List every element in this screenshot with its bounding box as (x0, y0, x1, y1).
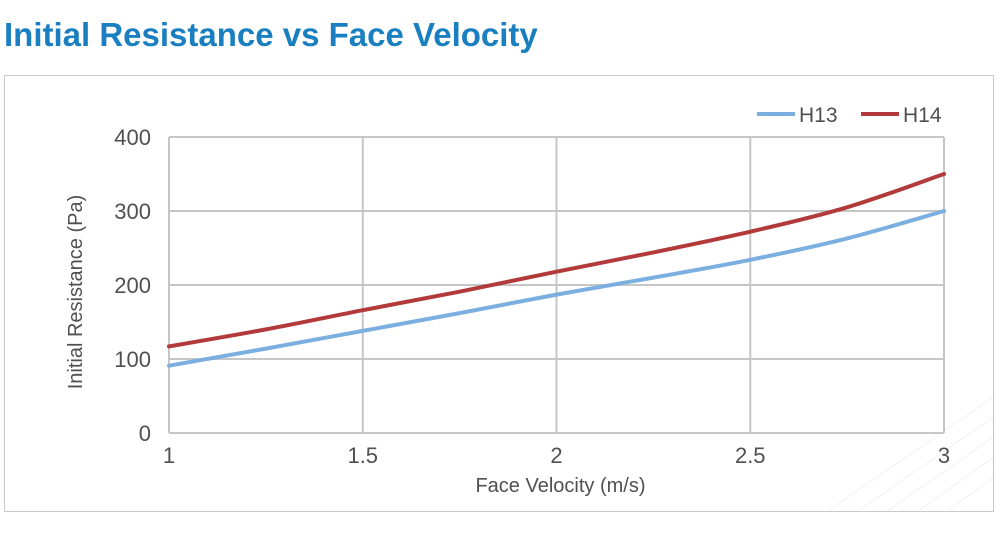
legend: H13 H14 (757, 104, 942, 127)
y-tick-labels: 0 100 200 300 400 (114, 125, 151, 446)
series-line-h14 (167, 172, 946, 349)
legend-label-h13: H13 (799, 104, 838, 127)
legend-label-h14: H14 (903, 104, 942, 127)
y-tick-label: 400 (114, 125, 151, 150)
y-axis-label: Initial Resistance (Pa) (65, 195, 87, 390)
grid (168, 136, 945, 434)
y-tick-label: 200 (114, 273, 151, 298)
chart-title: Initial Resistance vs Face Velocity (4, 16, 538, 53)
y-tick-label: 0 (139, 421, 151, 446)
line-chart: 0 100 200 300 400 1 1.5 2 2.5 3 H13 H14 Face Velo… (65, 104, 993, 511)
y-tick-label: 100 (114, 347, 151, 372)
x-axis-label: Face Velocity (m/s) (475, 475, 645, 497)
chart-frame: 0 100 200 300 400 1 1.5 2 2.5 3 H13 H14 Face Velo… (4, 75, 994, 512)
diagonal-pattern (827, 396, 993, 511)
x-tick-label: 1 (163, 443, 175, 468)
y-tick-label: 300 (114, 199, 151, 224)
series-line-h13 (167, 209, 946, 368)
x-tick-label: 3 (938, 443, 950, 468)
x-tick-label: 2.5 (735, 443, 766, 468)
x-tick-label: 2 (550, 443, 562, 468)
x-tick-labels: 1 1.5 2 2.5 3 (163, 443, 950, 468)
x-tick-label: 1.5 (347, 443, 378, 468)
series-lines (167, 172, 946, 368)
